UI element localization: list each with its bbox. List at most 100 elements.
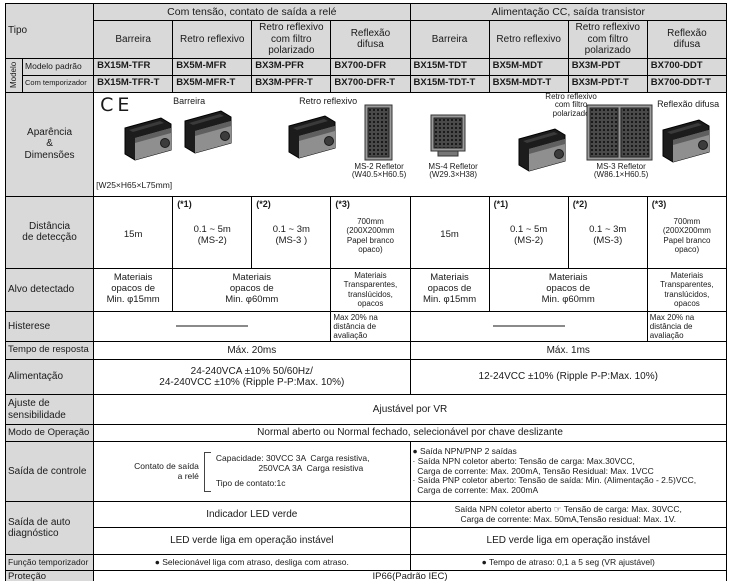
protection-value: IP66(Padrão IEC) — [93, 570, 727, 581]
response-time-label: Tempo de resposta — [4, 341, 95, 361]
self-diagnosis-transistor-bottom: LED verde liga em operação instável — [409, 527, 727, 556]
response-time-transistor: Máx. 1ms — [409, 341, 727, 361]
target-cell: Materiais opacos de Min. φ15mm — [409, 267, 490, 312]
model-cell: BX700-DFR — [330, 57, 411, 76]
appearance-label: Aparência & Dimensões — [4, 91, 95, 197]
self-diagnosis-row-top: Saída de auto diagnóstico Indicador LED … — [4, 501, 727, 556]
distance-label: Distância de detecção — [4, 195, 95, 269]
model-cell: BX3M-PFR-T — [251, 74, 332, 93]
response-time-row: Tempo de resposta Máx. 20ms Máx. 1ms — [4, 341, 727, 361]
distance-cell: (*2) 0.1 ~ 3m (MS-3) — [567, 195, 648, 269]
hysteresis-cell: Max 20% na distância de avaliação — [646, 310, 728, 343]
timer-function-label: Função temporizador — [4, 554, 95, 572]
modelo-group-label: Modelo — [4, 57, 24, 93]
model-cell: BX15M-TFR-T — [93, 74, 174, 93]
distance-value: 15m — [440, 229, 459, 241]
hysteresis-cell: Max 20% na distância de avaliação — [330, 310, 411, 343]
hysteresis-none-cell — [409, 310, 648, 343]
model-cell: BX15M-TDT-T — [409, 74, 490, 93]
spec-table: Tipo Com tensão, contato de saída a relé… — [4, 3, 728, 581]
timer-function-relay: ● Selecionável liga com atraso, desliga … — [93, 554, 411, 572]
model-cell: BX5M-MDT — [488, 57, 569, 76]
control-output-row: Saída de controle Contato de saída a rel… — [4, 441, 727, 503]
distance-value: 0.1 ~ 5m (MS-2) — [510, 223, 548, 246]
control-output-label: Saída de controle — [4, 441, 95, 503]
group-header-row: Tipo Com tensão, contato de saída a relé… — [4, 3, 727, 59]
appearance-row: Aparência & Dimensões CE Barreira Retro … — [4, 91, 727, 197]
model-cell: BX3M-PDT — [567, 57, 648, 76]
col-header-barreira-relay: Barreira — [93, 20, 174, 59]
protection-label: Proteção — [4, 570, 95, 581]
sensor-icon — [288, 115, 336, 158]
relay-capacity-text: Capacidade: 30VCC 3A Carga resistiva, 25… — [215, 452, 370, 473]
target-cell: Materiais opacos de Min. φ15mm — [93, 267, 174, 312]
operation-mode-row: Modo de Operação Normal aberto ou Normal… — [4, 424, 727, 443]
footnote-marker: (*3) — [651, 198, 667, 209]
model-cell: BX3M-PDT-T — [567, 74, 648, 93]
column-header-row: Barreira Retro reflexivo Retro reflexivo… — [6, 20, 728, 59]
ms2-reflector-label: MS-2 Refletor (W40.5×H60.5) — [351, 161, 407, 180]
distance-cell: 15m — [93, 195, 174, 269]
col-header-barreira-cc: Barreira — [409, 20, 490, 59]
sensitivity-label: Ajuste de sensibilidade — [4, 394, 95, 426]
distance-cell: (*3) 700mm (200X200mm Papel branco opaco) — [330, 195, 411, 269]
sensor-icon — [124, 117, 172, 160]
com-temporizador-label: Com temporizador — [22, 74, 95, 93]
model-cell: BX5M-MFR — [172, 57, 253, 76]
modelo-vertical-text: Modelo — [9, 61, 19, 89]
target-cell: Materiais Transparentes, translúcidos, o… — [646, 267, 728, 312]
self-diagnosis-relay-bottom: LED verde liga em operação instável — [93, 527, 411, 556]
distance-value: 0.1 ~ 5m (MS-2) — [193, 223, 231, 246]
timer-function-transistor: ● Tempo de atraso: 0,1 a 5 seg (VR ajust… — [409, 554, 727, 572]
power-supply-row: Alimentação 24-240VCA ±10% 50/60Hz/ 24-2… — [4, 359, 727, 396]
bracket-shape — [203, 451, 211, 492]
distance-value: 0.1 ~ 3m (MS-3 ) — [272, 223, 310, 246]
power-supply-relay: 24-240VCA ±10% 50/60Hz/ 24-240VCC ±10% (… — [93, 359, 411, 396]
model-cell: BX5M-MDT-T — [488, 74, 569, 93]
model-cell: BX5M-MFR-T — [172, 74, 253, 93]
hysteresis-label: Histerese — [4, 310, 95, 343]
target-cell: Materiais Transparentes, translúcidos, o… — [330, 267, 411, 312]
footnote-marker: (*3) — [335, 198, 350, 209]
distance-cell: (*2) 0.1 ~ 3m (MS-3 ) — [251, 195, 332, 269]
ms4-reflector-icon — [430, 114, 466, 156]
distance-cell: (*1) 0.1 ~ 5m (MS-2) — [172, 195, 253, 269]
group-header-transistor: Alimentação CC, saída transistor — [409, 3, 727, 21]
model-cell: BX15M-TFR — [93, 57, 174, 76]
hysteresis-none-cell — [93, 310, 332, 343]
distance-row: Distância de detecção 15m (*1) 0.1 ~ 5m (… — [4, 195, 728, 269]
col-header-retro-cc: Retro reflexivo — [488, 20, 569, 59]
model-cell: BX700-DFR-T — [330, 74, 411, 93]
ms3-reflector-label: MS-3 Refletor (W86.1×H60.5) — [593, 161, 649, 180]
hysteresis-row: Histerese Max 20% na distância de avalia… — [4, 310, 728, 343]
appearance-diagram: CE Barreira Retro reflexivo MS-2 Refleto… — [95, 93, 726, 195]
response-time-relay: Máx. 20ms — [93, 341, 411, 361]
footnote-marker: (*1) — [493, 198, 509, 209]
footnote-marker: (*1) — [177, 198, 192, 209]
col-header-polarizado-cc: Retro reflexivo com filtro polarizado — [567, 20, 648, 59]
model-cell: BX15M-TDT — [409, 57, 490, 76]
relay-output-intro: Contato de saída a relé — [134, 460, 199, 481]
power-supply-transistor: 12-24VCC ±10% (Ripple P-P:Max. 10%) — [409, 359, 727, 396]
distance-value: 0.1 ~ 3m (MS-3) — [589, 223, 627, 246]
timer-function-row: Função temporizador ● Selecionável liga … — [4, 554, 727, 572]
distance-value: 700mm (200X200mm Papel branco opaco) — [346, 217, 395, 254]
operation-mode-value: Normal aberto ou Normal fechado, selecio… — [93, 424, 727, 443]
operation-mode-label: Modo de Operação — [4, 424, 95, 443]
sensor-icon — [184, 110, 232, 153]
ms2-reflector-icon — [364, 104, 393, 160]
model-cell: BX3M-PFR — [251, 57, 332, 76]
self-diagnosis-row-bottom: LED verde liga em operação instável LED … — [6, 527, 727, 556]
power-supply-label: Alimentação — [4, 359, 95, 396]
modelo-padrao-label: Modelo padrão — [22, 57, 95, 76]
footnote-marker: (*2) — [572, 198, 588, 209]
self-diagnosis-relay-top: Indicador LED verde — [93, 501, 411, 529]
model-timer-row: Com temporizador BX15M-TFR-T BX5M-MFR-T … — [6, 74, 728, 93]
distance-cell: 15m — [409, 195, 490, 269]
control-output-transistor-cell: ● Saída NPN/PNP 2 saídas · Saída NPN col… — [409, 441, 727, 503]
col-header-difusa-cc: Reflexão difusa — [646, 20, 728, 59]
distance-value: 700mm (200X200mm Papel branco opaco) — [662, 217, 711, 254]
sensitivity-value: Ajustável por VR — [93, 394, 727, 426]
col-header-polarizado-relay: Retro reflexivo com filtro polarizado — [251, 20, 332, 59]
barreira-diagram-label: Barreira — [173, 95, 206, 106]
